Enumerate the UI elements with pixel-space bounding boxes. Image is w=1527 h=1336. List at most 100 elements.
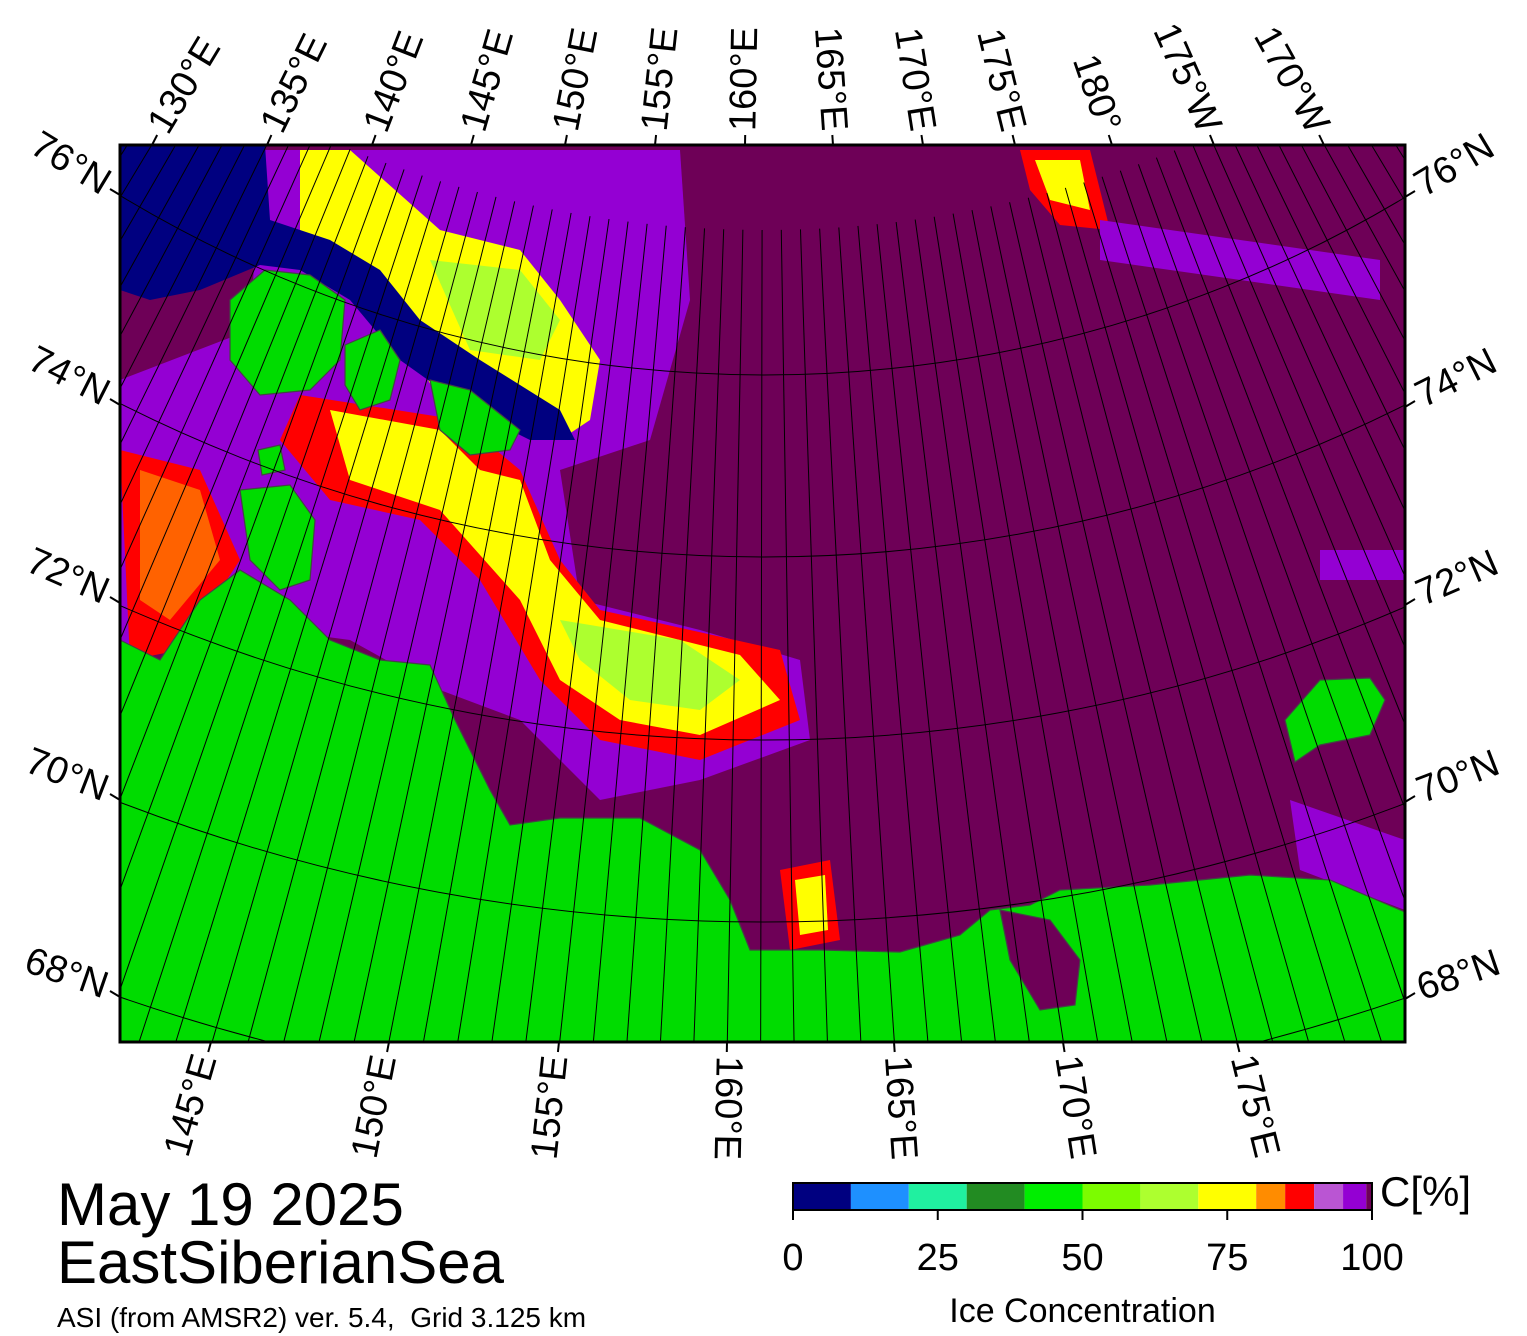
meridian	[933, 216, 1064, 1042]
tick	[1404, 598, 1416, 606]
lon-label-bottom: 165°E	[876, 1054, 925, 1161]
meridian	[1347, 145, 1405, 246]
tick	[1404, 992, 1416, 1000]
lon-label-top: 135°E	[253, 28, 336, 140]
meridian	[120, 145, 246, 390]
meridian	[971, 210, 1133, 1042]
meridian	[247, 191, 478, 1042]
tick	[1236, 1041, 1241, 1053]
land	[120, 269, 1405, 1042]
meridian	[693, 229, 725, 1042]
meridian	[1119, 170, 1405, 1004]
lon-label-top: 145°E	[453, 25, 522, 137]
meridian	[120, 145, 223, 338]
colorbar-segment	[908, 1183, 967, 1210]
colorbar-tick-label: 100	[1340, 1237, 1403, 1279]
meridian	[388, 209, 553, 1042]
tick	[151, 134, 159, 146]
colorbar-segment	[1256, 1183, 1286, 1210]
meridian	[120, 145, 290, 506]
source: ASI (from AMSR2) ver. 5.4, Grid 3.125 km	[57, 1302, 586, 1333]
map-frame	[118, 143, 1407, 1044]
meridian	[120, 145, 332, 642]
colorbar-tick-label: 0	[782, 1237, 803, 1279]
parallel	[120, 194, 1405, 376]
tick	[371, 134, 377, 146]
meridian	[819, 228, 862, 1042]
tick	[109, 596, 121, 604]
meridian	[1300, 145, 1405, 342]
tick	[266, 134, 273, 146]
tick	[470, 134, 475, 146]
meridian	[457, 216, 591, 1042]
lon-label-top: 130°E	[140, 30, 230, 141]
tick	[1011, 134, 1016, 146]
tick	[1404, 190, 1416, 198]
tick	[1107, 134, 1113, 146]
meridian	[857, 225, 929, 1042]
meridian	[138, 175, 423, 1042]
colorbar-unit: C[%]	[1380, 1168, 1471, 1215]
parallel	[120, 402, 1405, 558]
meridian	[1192, 145, 1405, 649]
meridian	[283, 196, 497, 1042]
lon-label-top: 170°W	[1245, 20, 1337, 141]
lon-label-bottom: 145°E	[156, 1050, 225, 1162]
meridian	[990, 206, 1168, 1042]
tick	[654, 134, 658, 146]
meridian	[1323, 145, 1405, 293]
tick	[893, 1041, 896, 1053]
graticule	[120, 145, 1405, 1042]
meridian	[1155, 157, 1405, 811]
lon-label-bottom: 160°E	[706, 1056, 750, 1161]
colorbar-segment	[1343, 1183, 1367, 1210]
meridian	[120, 145, 200, 289]
tick	[109, 188, 121, 196]
meridian	[1083, 182, 1346, 1042]
tick	[207, 1041, 212, 1053]
tick	[920, 134, 924, 146]
lon-label-top: 140°E	[356, 26, 433, 138]
meridian	[780, 229, 795, 1042]
meridian	[491, 218, 610, 1042]
tick	[1318, 134, 1325, 146]
lat-label-left: 70°N	[20, 740, 114, 810]
meridian	[838, 227, 895, 1042]
meridian	[1213, 145, 1405, 578]
meridian	[1027, 197, 1238, 1042]
meridian	[914, 219, 1030, 1042]
meridian	[120, 156, 369, 801]
open-water	[120, 145, 575, 440]
meridian	[175, 181, 442, 1042]
tick	[386, 1041, 390, 1053]
colorbar-segment	[1314, 1183, 1344, 1210]
meridian	[760, 229, 763, 1042]
meridian	[952, 213, 1099, 1042]
tick	[831, 134, 834, 146]
lon-label-top: 170°E	[886, 25, 944, 134]
meridian	[1046, 192, 1274, 1042]
meridian	[726, 229, 744, 1042]
colorbar-tick-label: 50	[1061, 1237, 1103, 1279]
meridian	[353, 205, 534, 1042]
meridian	[799, 229, 828, 1042]
meridian	[1234, 145, 1405, 513]
meridian	[1278, 145, 1405, 395]
lon-label-bottom: 175°E	[1222, 1050, 1288, 1161]
meridian	[211, 186, 460, 1042]
lon-label-top: 180°	[1064, 49, 1129, 137]
meridian	[120, 162, 387, 892]
lon-label-top: 160°E	[722, 27, 766, 132]
lon-label-top: 155°E	[634, 25, 687, 133]
meridian	[525, 221, 629, 1042]
lat-label-right: 76°N	[1407, 126, 1501, 206]
tick	[109, 990, 121, 998]
meridian	[626, 227, 686, 1042]
meridian	[120, 145, 268, 446]
colorbar-segment	[1285, 1183, 1315, 1210]
meridian	[876, 224, 963, 1042]
colorbar-segment	[1366, 1183, 1372, 1210]
meridian	[895, 221, 996, 1042]
lat-label-right: 68°N	[1412, 942, 1506, 1009]
lon-label-bottom: 155°E	[524, 1054, 577, 1162]
